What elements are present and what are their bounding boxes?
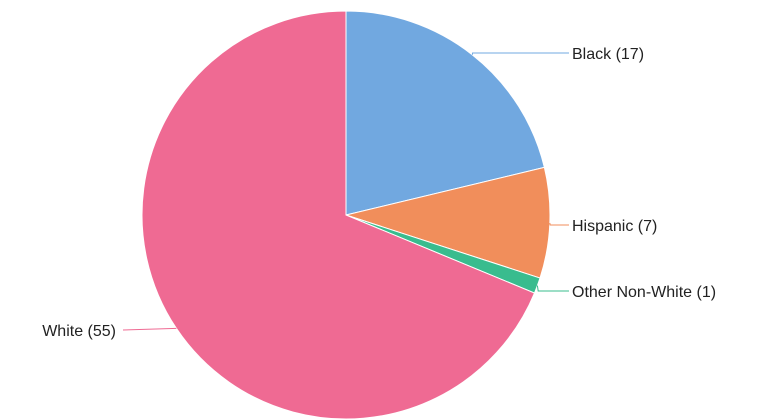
slice-label-hispanic: Hispanic (7) <box>572 218 657 235</box>
pie-slices <box>141 10 551 420</box>
leader-line-other-non-white <box>536 285 569 292</box>
pie-slice-white <box>141 10 536 420</box>
leader-line-white <box>122 327 177 331</box>
leader-line-hispanic <box>549 222 569 226</box>
pie-slice-hispanic <box>344 166 551 279</box>
slice-label-other-non-white: Other Non-White (1) <box>572 284 716 301</box>
slice-label-black: Black (17) <box>572 46 644 63</box>
leader-line-black <box>471 52 569 55</box>
pie-slice-black <box>345 10 545 216</box>
label-leader-lines <box>122 52 569 331</box>
slice-labels: Black (17) Hispanic (7) Other Non-White (1… <box>42 46 716 340</box>
slice-label-white: White (55) <box>42 323 116 340</box>
